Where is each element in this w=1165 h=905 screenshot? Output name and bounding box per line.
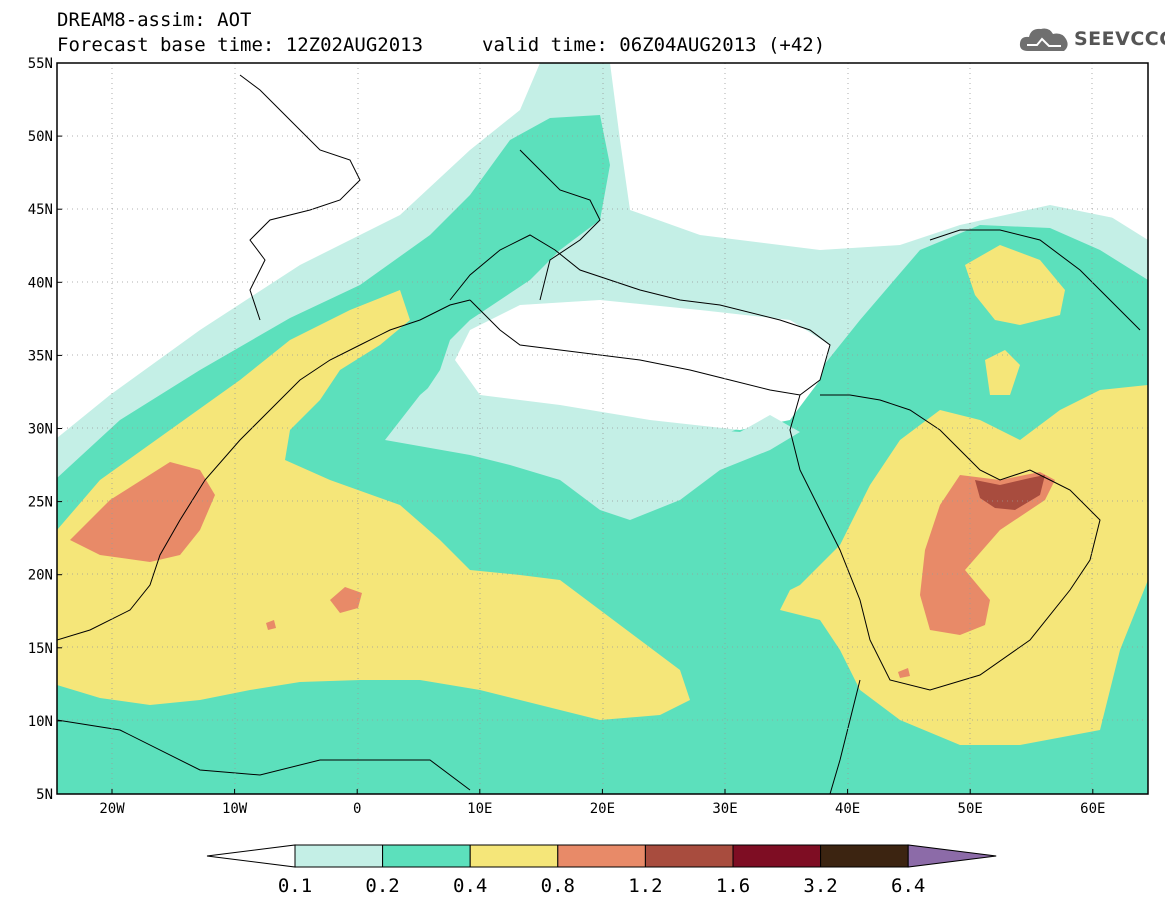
lat-labels: 55N 50N 45N 40N 35N 30N 25N 20N 15N 10N 5N — [28, 56, 62, 803]
lat-label: 35N — [28, 348, 53, 364]
legend-swatch — [820, 844, 909, 868]
lat-label: 5N — [36, 787, 53, 803]
aot-band-0.8-arabia — [920, 472, 1055, 635]
aot-band-0.4-caspian — [965, 245, 1065, 325]
legend-label: 0.1 — [278, 875, 312, 897]
lat-label: 25N — [28, 495, 53, 511]
aot-band-0.4 — [57, 290, 690, 720]
aot-clear-med — [455, 300, 830, 430]
cloud-icon — [1019, 28, 1068, 51]
logo-text: SEEVCCC — [1074, 28, 1165, 50]
valid-time: valid time: 06Z04AUG2013 (+42) — [482, 34, 826, 56]
lon-label: 60E — [1080, 801, 1105, 817]
legend-swatch — [469, 844, 559, 868]
lon-label: 0 — [353, 801, 361, 817]
title-line-2: Forecast base time: 12Z02AUG2013 — [57, 34, 424, 56]
aot-band-0.1-med — [385, 365, 800, 520]
color-legend: 0.1 0.2 0.4 0.8 1.2 1.6 3.2 6.4 — [206, 844, 997, 897]
lon-label: 50E — [958, 801, 983, 817]
lat-label: 55N — [28, 56, 53, 72]
legend-label: 0.4 — [453, 875, 487, 897]
title-line-1: DREAM8-assim: AOT — [57, 9, 252, 31]
legend-label: 1.6 — [716, 875, 750, 897]
lat-label: 40N — [28, 275, 53, 291]
seevccc-logo: SEEVCCC — [1018, 24, 1165, 54]
legend-arrow-high — [907, 844, 997, 868]
lat-label: 10N — [28, 714, 53, 730]
lon-label: 40E — [835, 801, 860, 817]
aot-band-0.8-west — [70, 462, 215, 562]
legend-label: 3.2 — [803, 875, 837, 897]
aot-contours — [57, 63, 1148, 794]
lat-label: 20N — [28, 568, 53, 584]
legend-label: 0.2 — [365, 875, 399, 897]
coastlines — [57, 74, 1141, 794]
lat-label: 50N — [28, 129, 53, 145]
graticule — [57, 63, 1148, 794]
aot-clear-north — [610, 63, 1148, 250]
legend-swatch — [557, 844, 646, 868]
lat-label: 45N — [28, 202, 53, 218]
legend-swatch — [294, 844, 384, 868]
lon-labels: 20W 10W 0 10E 20E 30E 40E 50E 60E — [99, 789, 1105, 817]
lon-label: 30E — [712, 801, 737, 817]
legend-label: 1.2 — [628, 875, 662, 897]
aot-band-0.8-dot — [266, 620, 276, 630]
lon-label: 20E — [590, 801, 615, 817]
legend-swatch — [382, 844, 471, 868]
aot-band-0.8-sahara — [330, 587, 362, 613]
lon-label: 10E — [467, 801, 492, 817]
lat-label: 30N — [28, 422, 53, 438]
aot-band-0.8-yemen — [898, 668, 910, 678]
aot-band-0.4-gulf — [985, 350, 1020, 395]
legend-label: 0.8 — [541, 875, 575, 897]
legend-label: 6.4 — [891, 875, 925, 897]
lon-label: 20W — [99, 801, 125, 817]
legend-arrow-low — [206, 844, 296, 868]
legend-swatch — [732, 844, 822, 868]
legend-swatch — [644, 844, 734, 868]
lon-label: 10W — [222, 801, 248, 817]
lat-label: 15N — [28, 641, 53, 657]
